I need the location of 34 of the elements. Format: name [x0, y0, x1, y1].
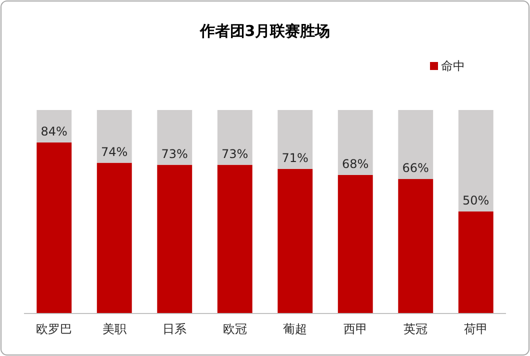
x-tick-label: 欧冠	[222, 322, 247, 336]
bar	[96, 162, 132, 313]
bar	[36, 142, 72, 313]
bar	[157, 110, 192, 165]
x-tick-label: 美职	[102, 322, 126, 336]
x-tick-label: 荷甲	[464, 322, 488, 336]
bar	[398, 110, 434, 180]
data-label: 73%	[161, 146, 188, 161]
x-tick-label: 日系	[162, 322, 187, 336]
bar	[278, 168, 313, 313]
data-label: 71%	[282, 150, 308, 165]
legend-label: 命中	[441, 59, 465, 73]
data-label: 73%	[222, 146, 248, 161]
bar	[398, 179, 434, 313]
chart-title: 作者团3月联赛胜场	[198, 22, 330, 40]
data-label: 84%	[40, 124, 68, 138]
bar	[36, 110, 72, 142]
bar	[338, 174, 373, 313]
x-tick-label: 葡超	[283, 322, 308, 336]
data-label: 50%	[462, 194, 490, 208]
bar	[157, 164, 192, 313]
bar	[458, 110, 494, 212]
bar	[96, 110, 132, 163]
bar	[217, 110, 252, 165]
bar	[338, 110, 373, 175]
data-label: 74%	[101, 144, 128, 159]
x-tick-label: 欧罗巴	[36, 322, 72, 336]
bar	[458, 212, 494, 313]
x-tick-label: 英冠	[404, 322, 428, 336]
data-label: 66%	[402, 161, 429, 176]
bar	[217, 164, 252, 313]
bar	[278, 110, 313, 169]
x-tick-label: 西甲	[343, 322, 368, 336]
data-label: 68%	[342, 156, 369, 171]
